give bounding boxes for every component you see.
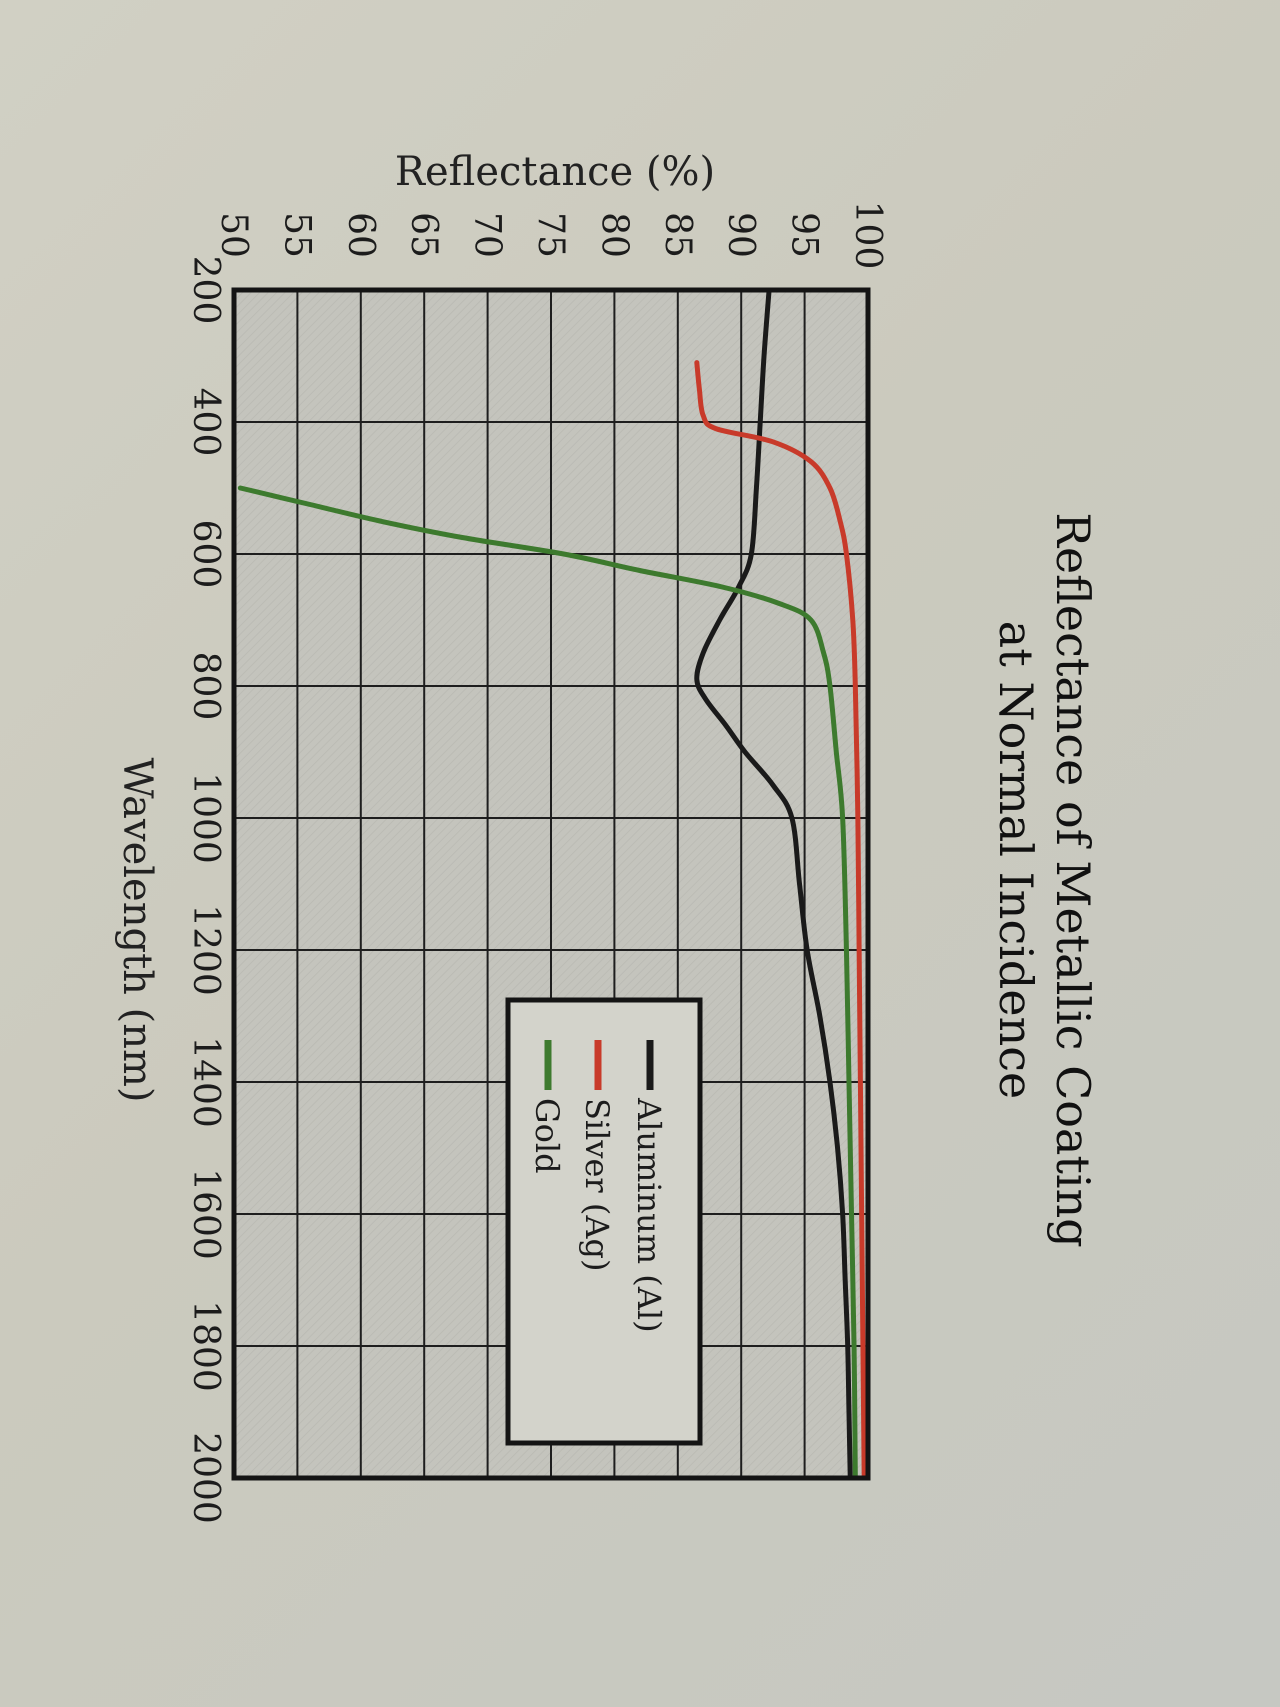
reflectance-tick-label: 95 (784, 212, 825, 258)
plot-frame (231, 287, 871, 1481)
wavelength-tick-label: 1600 (185, 1168, 226, 1260)
data-series (237, 287, 867, 1481)
wavelength-tick-label: 400 (185, 388, 226, 457)
wavelength-tick-label: 800 (185, 652, 226, 721)
wavelength-tick-label: 2000 (185, 1432, 226, 1524)
legend-label: Aluminum (Al) (630, 1097, 668, 1333)
reflectance-tick-label: 100 (847, 201, 888, 270)
reflectance-tick-label: 80 (593, 212, 634, 258)
reflectance-tick-label: 60 (340, 212, 381, 258)
legend-label: Silver (Ag) (578, 1098, 616, 1271)
reflectance-tick-label: 65 (403, 212, 444, 258)
legend: Aluminum (Al) Silver (Ag) Gold (505, 997, 703, 1446)
reflectance-tick-label: 70 (467, 212, 508, 258)
legend-box (505, 997, 703, 1446)
series-line-gold (237, 485, 858, 1481)
reflectance-tick-label: 50 (213, 212, 254, 258)
legend-label: Gold (528, 1098, 566, 1174)
reflectance-tick-label: 90 (720, 212, 761, 258)
series-line-aluminum (694, 287, 853, 1481)
reflectance-tick-label: 85 (657, 212, 698, 258)
wavelength-tick-label: 200 (185, 256, 226, 325)
wavelength-tick-label: 1800 (185, 1300, 226, 1392)
chart-title: Reflectance of Metallic Coating (1046, 512, 1100, 1247)
reflectance-tick-labels: 50 55 60 65 70 75 80 85 90 95 100 (213, 201, 888, 270)
series-line-silver (694, 360, 867, 1481)
reflectance-tick-label: 55 (276, 212, 317, 258)
x-axis-label: Wavelength (nm) (114, 757, 160, 1102)
y-axis-label: Reflectance (%) (395, 149, 715, 195)
chart-subtitle: at Normal Incidence (989, 621, 1043, 1099)
wavelength-tick-label: 1400 (185, 1036, 226, 1128)
wavelength-tick-label: 1000 (185, 772, 226, 864)
wavelength-tick-label: 600 (185, 520, 226, 589)
wavelength-tick-labels: 200 400 600 800 1000 1200 1400 1600 1800 2000 (185, 256, 226, 1524)
reflectance-tick-label: 75 (530, 212, 571, 258)
wavelength-tick-label: 1200 (185, 904, 226, 996)
